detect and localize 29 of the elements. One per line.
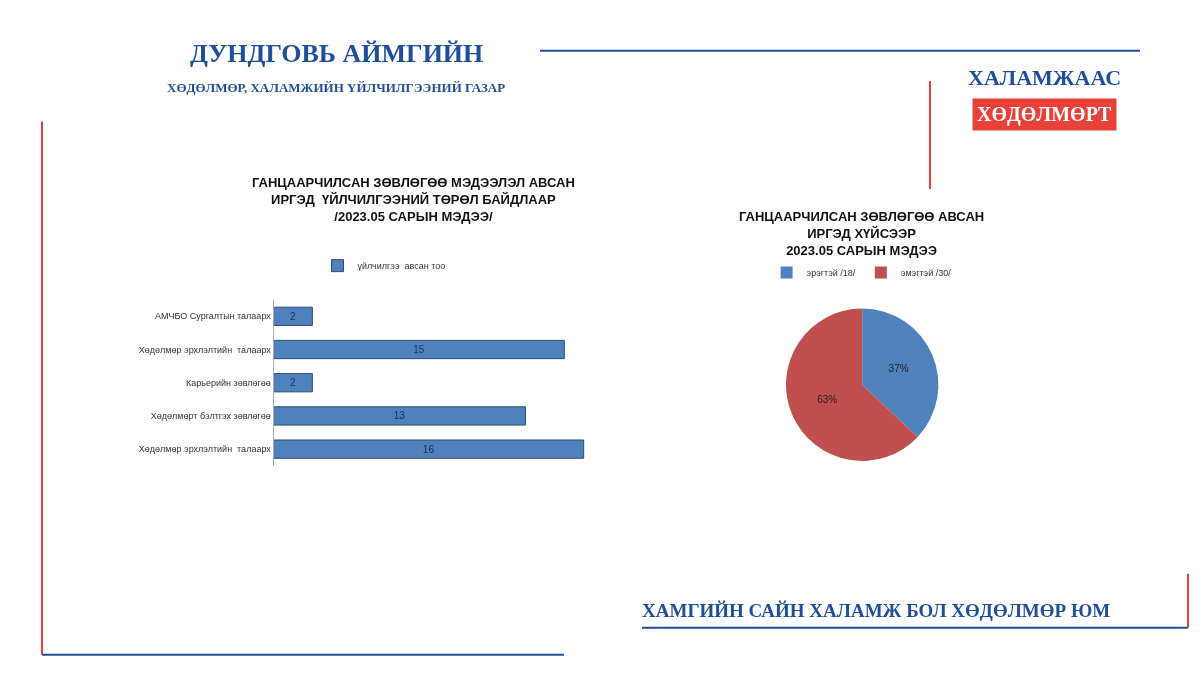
text: ХАМГИЙН САЙН ХАЛАМЖ БОЛ ХӨДӨЛМӨР ЮМ <box>642 600 1111 621</box>
data-label: 16 <box>422 443 435 455</box>
chart-title: ГАНЦААРЧИЛСАН ЗӨВЛӨГӨӨ АВСАН ИРГЭД ХҮЙСЭЭР 2023.05 САРЫН МЭДЭЭ <box>739 209 985 258</box>
bar <box>273 439 585 459</box>
text: ХАЛАМЖААС <box>968 65 1122 90</box>
legend-label: үйлчилгээ авсан тоо <box>357 261 446 272</box>
y-tick-label: Хөдөлмөр эрхлэлтийн талаарх <box>138 344 272 355</box>
bar <box>273 373 313 393</box>
y-tick-label: Карьерийн зөвлөгөө <box>186 377 271 388</box>
bar <box>273 339 565 360</box>
legend-label: эрэгтэй /18/ <box>806 267 856 278</box>
y-tick-label: Хөдөлмөр эрхлэлтийн талаарх <box>138 444 272 455</box>
chart-title: ГАНЦААРЧИЛСАН ЗӨВЛӨГӨӨ МЭДЭЭЛЭЛ АВСАН ИРГЭД ҮЙЛЧИЛГЭЭНИЙ ТӨРӨЛ БАЙДЛААР /2023.05 САРЫН МЭДЭЭ/ <box>252 175 575 224</box>
data-label: 63% <box>817 394 838 406</box>
data-label: 2 <box>289 310 296 322</box>
text: ХӨДӨЛМӨРТ <box>977 103 1113 126</box>
legend-label: эмэгтэй /30/ <box>900 267 952 278</box>
y-tick-label: Хөдөлмөрт бэлтгэх зөвлөгөө <box>150 411 271 422</box>
pie-slice <box>786 308 918 461</box>
pie-slice <box>862 308 939 437</box>
text: ХӨДӨЛМӨР, ХАЛАМЖИЙН ҮЙЛЧИЛГЭЭНИЙ ГАЗАР <box>167 80 506 95</box>
y-tick-label: АМЧБО Сургалтын талаарх <box>155 311 272 322</box>
data-label: 13 <box>393 410 406 422</box>
bar <box>273 406 527 426</box>
bar <box>273 306 313 326</box>
data-label: 37% <box>888 363 909 375</box>
data-label: 2 <box>289 377 296 389</box>
data-label: 15 <box>413 344 425 356</box>
text: ДУНДГОВЬ АЙМГИЙН <box>190 39 484 68</box>
